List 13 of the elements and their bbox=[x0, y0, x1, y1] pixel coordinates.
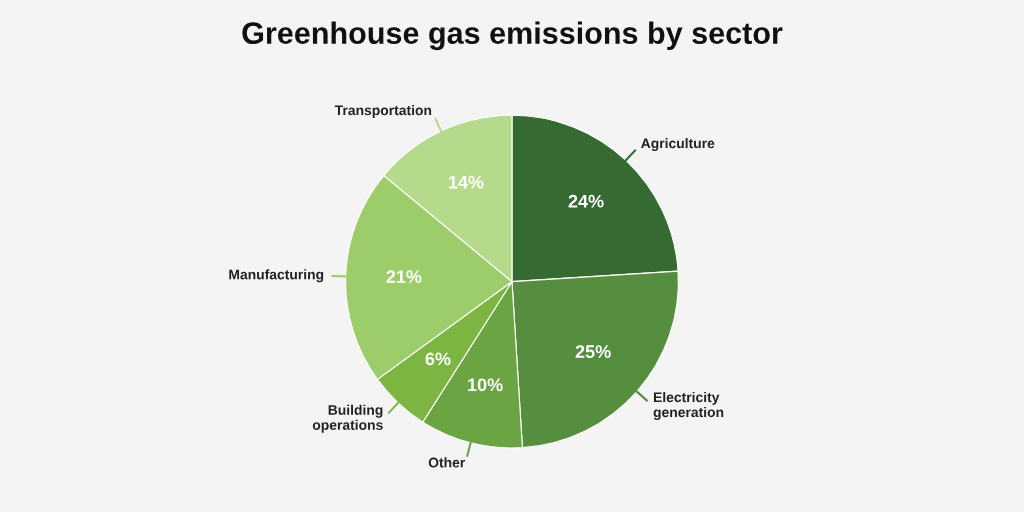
data-label: 14% bbox=[449, 175, 484, 189]
slice-label: Agriculture bbox=[641, 138, 715, 152]
slice-label: Electricity generation bbox=[653, 391, 724, 420]
data-label: 24% bbox=[568, 194, 604, 208]
chart-title: Greenhouse gas emissions by sector bbox=[242, 21, 783, 51]
slice-label: Transportation bbox=[334, 104, 432, 118]
data-label: 6% bbox=[425, 352, 451, 366]
slice-label: Manufacturing bbox=[229, 269, 324, 283]
data-label: 21% bbox=[386, 270, 422, 284]
data-label: 25% bbox=[575, 345, 611, 358]
slice-label: Other bbox=[428, 457, 466, 468]
data-label: 10% bbox=[468, 378, 503, 392]
slice-label: Building operations bbox=[312, 404, 383, 433]
